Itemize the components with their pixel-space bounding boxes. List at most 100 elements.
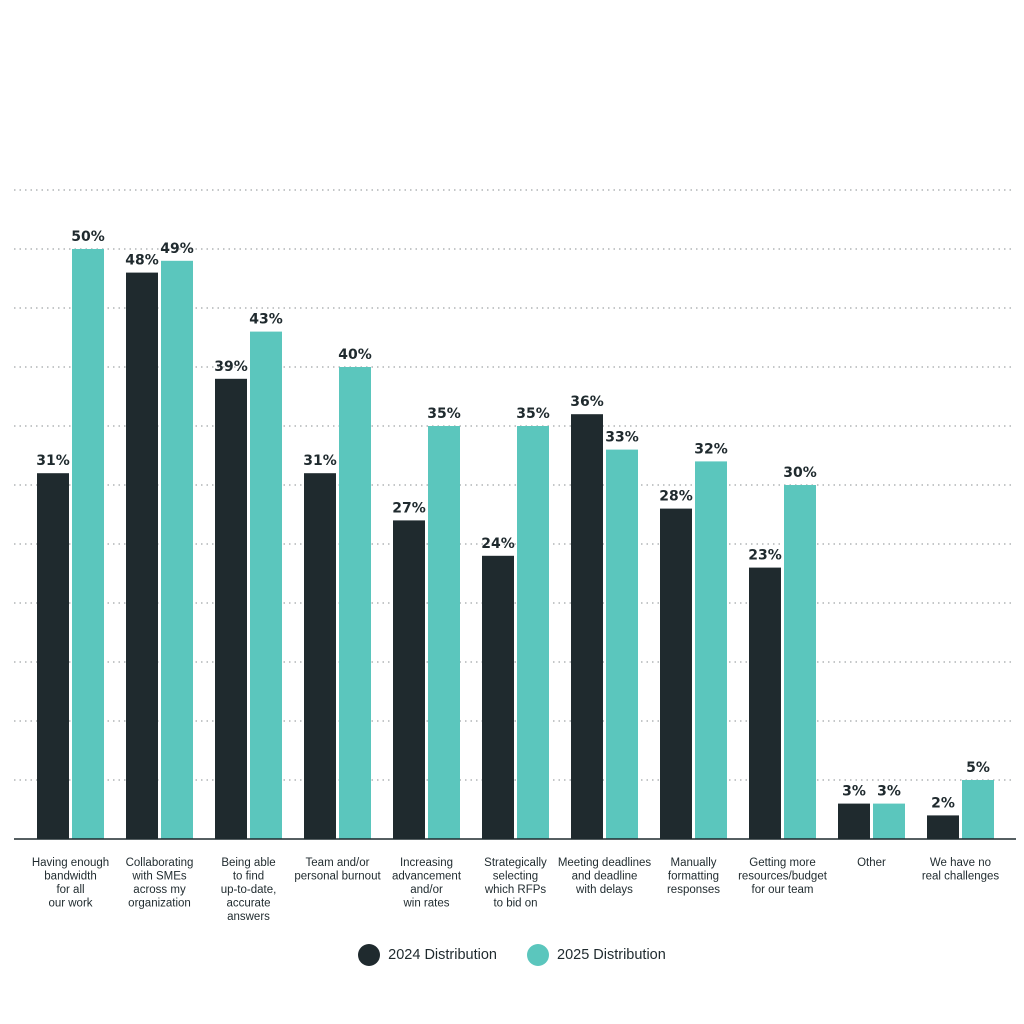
category-label-line: resources/budget (738, 871, 828, 883)
legend-label-2024: 2024 Distribution (388, 947, 497, 963)
legend: 2024 Distribution 2025 Distribution (0, 944, 1024, 966)
value-label: 31% (36, 453, 70, 469)
category-label: Getting more resources/budget for our team (738, 857, 828, 896)
category-label-line: personal burnout (294, 871, 381, 883)
bar-2025 (873, 803, 905, 839)
legend-label-2025: 2025 Distribution (557, 947, 666, 963)
bar-2024 (37, 473, 69, 839)
category-label-line: Having enough (32, 857, 109, 869)
category-label: We have no real challenges (922, 857, 1000, 883)
value-label: 39% (214, 359, 248, 375)
category-label-line: to bid on (493, 898, 537, 910)
category-label: Manually formatting responses (667, 857, 720, 896)
value-label: 49% (160, 241, 194, 257)
category-label-line: bandwidth (44, 871, 96, 883)
bar-2025 (962, 780, 994, 839)
category-label-line: Getting more (749, 857, 815, 869)
bar-2025 (72, 249, 104, 839)
value-label: 23% (748, 548, 782, 564)
value-label: 28% (659, 489, 693, 505)
category-label-line: Other (857, 857, 886, 869)
legend-item-2025: 2025 Distribution (527, 944, 666, 966)
bar-2025 (517, 426, 549, 839)
bar-2025 (250, 331, 282, 839)
value-label: 3% (877, 784, 901, 800)
bar-2024 (126, 272, 158, 840)
bar-2024 (215, 378, 247, 839)
category-label-line: win rates (402, 898, 449, 910)
bar-2024 (571, 414, 603, 839)
category-label-line: up-to-date, (221, 884, 277, 896)
category-labels: Having enough bandwidth for all our work Col… (32, 857, 1000, 923)
category-label-line: accurate (226, 898, 270, 910)
category-label: Collaborating with SMEs across my organizat… (126, 857, 194, 910)
category-label-line: answers (227, 911, 270, 923)
legend-swatch-2025 (527, 944, 549, 966)
category-label-line: Increasing (400, 857, 453, 869)
category-label-line: Strategically (484, 857, 547, 869)
category-label-line: formatting (668, 871, 719, 883)
value-label: 43% (249, 312, 283, 328)
category-label-line: and/or (410, 884, 443, 896)
bar-2024 (838, 803, 870, 839)
category-label-line: with delays (575, 884, 633, 896)
bar-2025 (606, 449, 638, 839)
bar-2024 (482, 555, 514, 839)
category-label-line: Collaborating (126, 857, 194, 869)
category-label-line: which RFPs (484, 884, 547, 896)
category-label-line: Team and/or (306, 857, 370, 869)
value-label: 35% (516, 406, 550, 422)
bar-2025 (339, 367, 371, 839)
category-label-line: selecting (493, 871, 538, 883)
bar-2025 (428, 426, 460, 839)
value-label: 33% (605, 430, 639, 446)
category-label-line: We have no (930, 857, 991, 869)
value-labels: 31% 50% 48%49% 39% 43% 31% 40% 27% 35% 24% 35% 36% 3… (36, 229, 990, 811)
bar-2025 (784, 485, 816, 839)
bar-2024 (927, 815, 959, 839)
value-label: 48% (125, 253, 159, 269)
value-label: 36% (570, 394, 604, 410)
category-label-line: and deadline (572, 871, 638, 883)
category-label-line: to find (233, 871, 264, 883)
value-label: 32% (694, 441, 728, 457)
value-label: 35% (427, 406, 461, 422)
bar-2025 (161, 260, 193, 839)
bar-2025 (695, 461, 727, 839)
value-label: 2% (931, 795, 955, 811)
category-label-line: Manually (670, 857, 716, 869)
bar-2024 (304, 473, 336, 839)
category-label: Strategically selecting which RFPs to bid o… (484, 857, 547, 910)
category-label-line: organization (128, 898, 191, 910)
category-label-line: Meeting deadlines (558, 857, 652, 869)
value-label: 50% (71, 229, 105, 245)
bars (37, 249, 994, 840)
category-label-line: real challenges (922, 871, 1000, 883)
category-label: Being able to find up-to-date, accurate answ… (221, 857, 277, 923)
category-label-line: Being able (221, 857, 275, 869)
value-label: 5% (966, 760, 990, 776)
value-label: 40% (338, 347, 372, 363)
category-label: Increasing advancement and/or win rates (392, 857, 462, 910)
value-label: 24% (481, 536, 515, 552)
legend-swatch-2024 (358, 944, 381, 966)
legend-item-2024: 2024 Distribution (358, 944, 497, 966)
category-label-line: advancement (392, 871, 462, 883)
category-label-line: our work (48, 898, 92, 910)
category-label-line: for our team (752, 884, 814, 896)
bar-2024 (660, 508, 692, 839)
category-label: Other (857, 857, 886, 869)
category-label-line: responses (667, 884, 720, 896)
category-label: Meeting deadlines and deadline with delays (558, 857, 652, 896)
category-label: Having enough bandwidth for all our work (32, 857, 109, 910)
category-label-line: for all (56, 884, 84, 896)
value-label: 27% (392, 500, 426, 516)
category-label: Team and/or personal burnout (294, 857, 381, 883)
value-label: 3% (842, 784, 866, 800)
bar-2024 (749, 567, 781, 839)
bar-2024 (393, 520, 425, 839)
value-label: 31% (303, 453, 337, 469)
value-label: 30% (783, 465, 817, 481)
category-label-line: across my (133, 884, 186, 896)
